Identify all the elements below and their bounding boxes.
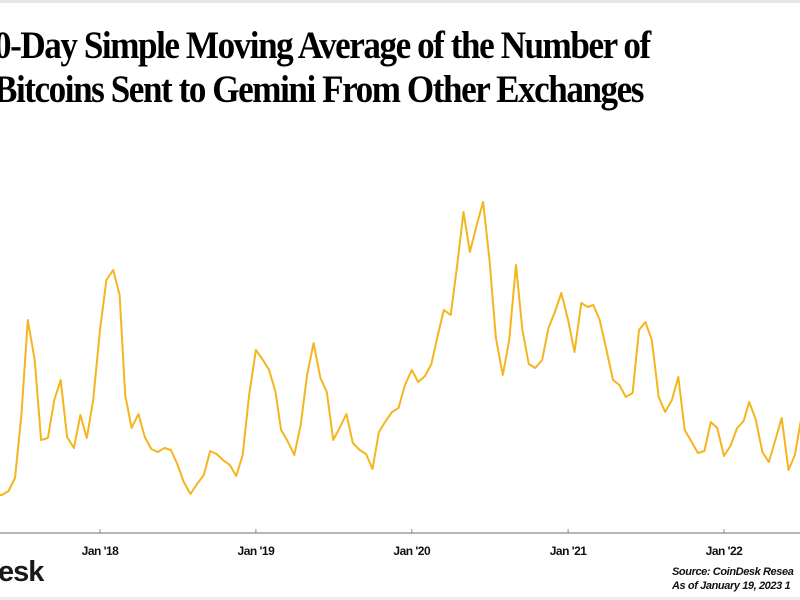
chart-title-line-2: Bitcoins Sent to Gemini From Other Excha… xyxy=(0,68,644,111)
as-of-note: As of January 19, 2023 1 xyxy=(672,580,791,592)
x-tick-label: Jan '19 xyxy=(238,544,276,558)
top-border xyxy=(0,0,800,3)
chart-title-line-1: 0-Day Simple Moving Average of the Numbe… xyxy=(0,24,651,67)
bottom-border xyxy=(0,597,800,600)
x-tick-label: Jan '22 xyxy=(706,544,744,558)
source-note: Source: CoinDesk Resea xyxy=(672,566,794,578)
series-line xyxy=(0,201,800,496)
x-tick-label: Jan '21 xyxy=(550,544,588,558)
x-tick-label: Jan '18 xyxy=(82,544,120,558)
x-tick-label: Jan '20 xyxy=(393,544,431,558)
x-axis-ticks: Jan '18 Jan '19 Jan '20 Jan '21 Jan '22 xyxy=(82,529,744,558)
coindesk-logo: esk xyxy=(0,556,44,588)
